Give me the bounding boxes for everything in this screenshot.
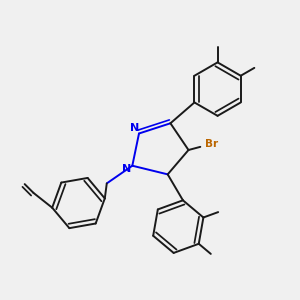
Text: Br: Br	[205, 140, 218, 149]
Text: N: N	[130, 123, 140, 134]
Text: N: N	[122, 164, 131, 174]
